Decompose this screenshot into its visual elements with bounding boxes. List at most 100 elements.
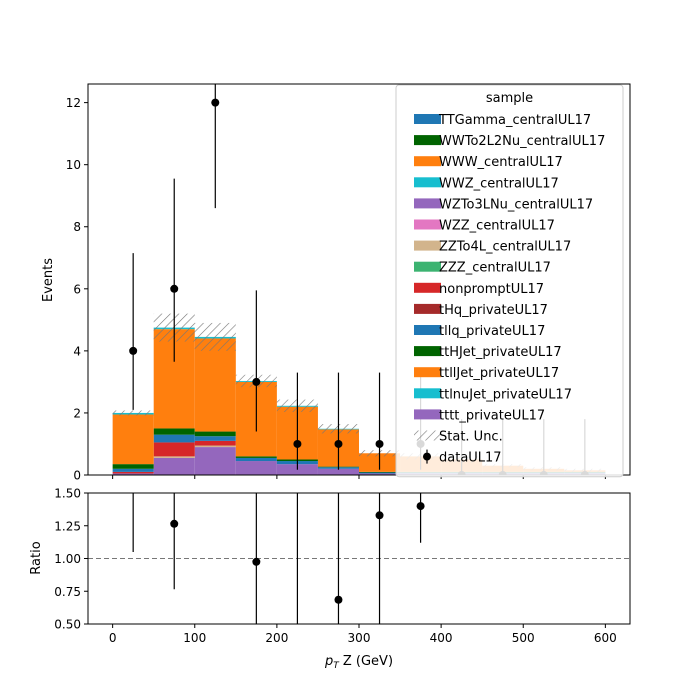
stat-unc-bin-0: [112, 410, 154, 416]
legend-label-9: tHq_privateUL17: [439, 303, 548, 318]
legend-item-ZZZ_centralUL17: ZZZ_centralUL17: [414, 261, 551, 276]
ratio-point-3: [293, 627, 301, 635]
bar-WZTo3LNu_centralUL17-bin-6: [359, 473, 401, 475]
legend-swatch-0: [414, 114, 441, 124]
x-tick-label-2: 200: [265, 631, 288, 645]
main-y-axis: 0 2 4 6 8 10 12: [66, 96, 88, 483]
legend-item-WZTo3LNu_centralUL17: WZTo3LNu_centralUL17: [414, 197, 593, 212]
x-tick-label-3: 300: [348, 631, 371, 645]
bar-tllq_privateUL17-bin-1: [153, 434, 195, 443]
legend-label-stat-unc: Stat. Unc.: [439, 430, 503, 445]
bar-tllq_privateUL17-bin-0: [112, 468, 154, 472]
legend-box: [395, 84, 624, 478]
bar-nonpromptUL17-bin-1: [153, 442, 195, 457]
y-tick-label-5: 10: [66, 158, 81, 172]
bar-ZZTo4L_centralUL17-bin-1: [153, 456, 195, 458]
legend-swatch-1: [414, 135, 441, 146]
legend-item-data: dataUL17: [423, 449, 502, 466]
ratio-y-tick-label-2: 1.00: [54, 552, 81, 566]
legend-label-data: dataUL17: [439, 451, 502, 466]
bar-WZTo3LNu_centralUL17-bin-3: [235, 461, 277, 475]
ratio-y-axis: 0.50 0.75 1.00 1.25 1.50: [54, 487, 88, 632]
bar-WZTo3LNu_centralUL17-bin-1: [153, 457, 195, 475]
bar-WZTo3LNu_centralUL17-bin-0: [112, 473, 154, 475]
legend-item-ttllJet_privateUL17: ttllJet_privateUL17: [414, 366, 559, 381]
data-point-6: [375, 439, 384, 448]
y-tick-label-2: 4: [73, 344, 81, 358]
legend-item-stat-unc: Stat. Unc.: [414, 430, 503, 445]
legend-label-11: ttHJet_privateUL17: [439, 345, 562, 360]
ratio-point-6: [416, 502, 425, 511]
data-point-2: [211, 98, 220, 107]
ratio-point-4: [334, 595, 343, 604]
data-point-3: [252, 377, 261, 386]
legend-label-4: WZTo3LNu_centralUL17: [439, 197, 593, 212]
y-axis-label: Events: [41, 258, 56, 302]
bar-ttHJet_privateUL17-bin-3: [235, 456, 277, 458]
ratio-y-label: Ratio: [29, 541, 44, 574]
legend-label-13: ttlnuJet_privateUL17: [439, 387, 572, 402]
legend-label-10: tllq_privateUL17: [439, 324, 545, 339]
legend-swatch-2: [414, 156, 441, 167]
data-point-4: [293, 439, 302, 448]
y-tick-label-4: 8: [73, 220, 81, 234]
ratio-y-tick-label-0: 0.50: [54, 618, 81, 632]
legend-swatch-stat-unc: [414, 430, 441, 441]
legend-label-8: nonpromptUL17: [439, 282, 544, 297]
legend-swatch-10: [414, 325, 441, 335]
bar-tllq_privateUL17-bin-6: [359, 472, 401, 474]
bar-tllq_privateUL17-bin-3: [235, 457, 277, 462]
legend-swatch-12: [414, 367, 441, 378]
legend-swatch-5: [414, 219, 441, 230]
ratio-x-axis: 0 100 200 300 400 500 600: [109, 624, 617, 645]
x-tick-label-6: 600: [594, 631, 617, 645]
x-tick-label-1: 100: [183, 631, 206, 645]
bar-ttllJet_privateUL17-bin-2: [194, 338, 236, 432]
ratio-y-tick-label-3: 1.25: [54, 519, 81, 533]
bar-WZTo3LNu_centralUL17-bin-2: [194, 447, 236, 475]
bar-ttllJet_privateUL17-bin-0: [112, 414, 154, 465]
bar-WZTo3LNu_centralUL17-bin-5: [317, 468, 359, 475]
legend-label-14: tttt_privateUL17: [439, 408, 545, 423]
bar-ttHJet_privateUL17-bin-2: [194, 431, 236, 437]
y-tick-label-3: 6: [73, 282, 81, 296]
legend-swatch-7: [414, 261, 441, 272]
legend-item-ttHJet_privateUL17: ttHJet_privateUL17: [414, 345, 562, 360]
ratio-points: [132, 493, 425, 635]
legend-item-WZZ_centralUL17: WZZ_centralUL17: [414, 219, 555, 234]
legend-item-TTGamma_centralUL17: TTGamma_centralUL17: [414, 113, 591, 128]
y-tick-label-0: 0: [73, 469, 81, 483]
x-label-symbol: p: [324, 654, 333, 669]
legend: sample TTGamma_centralUL17 WWTo2L2Nu_centr…: [395, 84, 624, 478]
legend-swatch-6: [414, 240, 441, 251]
bar-tllq_privateUL17-bin-2: [194, 436, 236, 441]
ratio-point-5: [375, 511, 384, 520]
x-axis-label: pT Z (GeV): [324, 654, 393, 671]
y-tick-label-6: 12: [66, 96, 81, 110]
legend-data-marker: [423, 452, 431, 461]
data-point-1: [170, 284, 179, 293]
legend-item-ttlnuJet_privateUL17: ttlnuJet_privateUL17: [414, 387, 572, 402]
y-tick-label-1: 2: [73, 406, 81, 420]
legend-label-7: ZZZ_centralUL17: [439, 261, 551, 276]
bar-ttHJet_privateUL17-bin-1: [153, 428, 195, 435]
x-label-subscript: T: [333, 661, 340, 671]
stat-unc-bin-2: [194, 322, 236, 351]
legend-item-WWW_centralUL17: WWW_centralUL17: [414, 155, 563, 170]
bar-ZZTo4L_centralUL17-bin-2: [194, 445, 236, 448]
x-tick-label-4: 400: [430, 631, 453, 645]
x-tick-label-5: 500: [512, 631, 535, 645]
ratio-point-1: [170, 519, 179, 528]
legend-item-WWTo2L2Nu_centralUL17: WWTo2L2Nu_centralUL17: [414, 134, 605, 149]
x-tick-label-0: 0: [109, 631, 117, 645]
legend-swatch-4: [414, 198, 441, 209]
bar-ttHJet_privateUL17-bin-0: [112, 464, 154, 469]
legend-title: sample: [486, 91, 533, 106]
legend-label-6: ZZTo4L_centralUL17: [439, 240, 571, 255]
x-label-rest: Z (GeV): [339, 654, 393, 669]
legend-item-tttt_privateUL17: tttt_privateUL17: [414, 408, 545, 423]
legend-label-2: WWW_centralUL17: [439, 155, 563, 170]
legend-swatch-3: [414, 177, 441, 188]
ratio-point-2: [252, 557, 261, 566]
legend-swatch-13: [414, 388, 441, 399]
